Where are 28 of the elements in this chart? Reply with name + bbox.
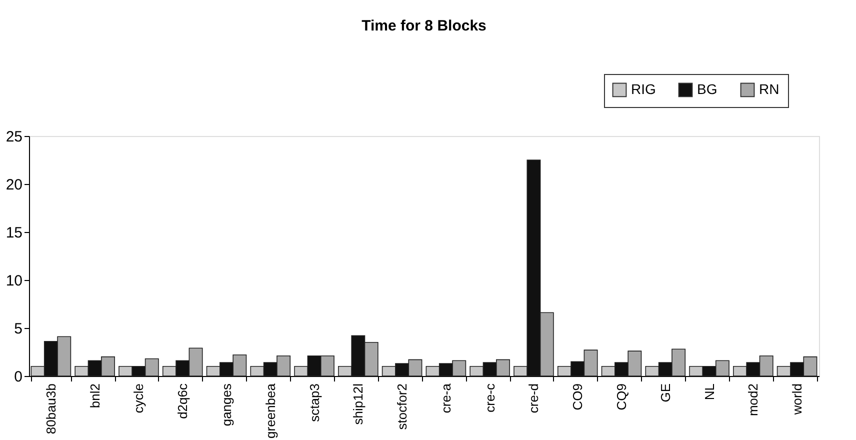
x-tick-label: mod2 [746,384,761,416]
legend-label: RIG [631,80,656,97]
x-tick-label: 80bau3b [43,384,58,434]
x-tick-label: NL [702,384,717,400]
x-tick-label: sctap3 [306,384,322,422]
x-tick-label: CO9 [570,384,586,410]
y-tick-label: 25 [6,128,22,146]
y-tick-label: 10 [6,272,22,290]
x-tick-label: cycle [131,384,146,414]
x-tick-label: bnl2 [87,384,102,408]
x-tick-label: cre-c [482,383,498,412]
x-tick-label: cre-d [526,384,542,414]
x-tick-label: stocfor2 [394,384,410,430]
chart-title: Time for 8 Blocks [362,18,486,34]
x-tick-label: GE [658,383,673,402]
legend-label: BG [697,80,718,97]
x-tick-label: greenbea [262,382,278,438]
x-tick-label: cre-a [438,382,454,414]
y-tick-label: 15 [6,224,22,242]
x-tick-label: ship12l [350,383,366,425]
x-tick-label: d2q6c [175,383,190,419]
x-tick-label: ganges [219,383,234,426]
legend-label: RN [759,80,780,97]
y-tick-label: 0 [14,368,22,386]
y-tick-label: 5 [14,320,22,338]
y-tick-label: 20 [6,176,22,194]
x-tick-label: CQ9 [614,384,629,410]
x-tick-label: world [790,384,805,416]
